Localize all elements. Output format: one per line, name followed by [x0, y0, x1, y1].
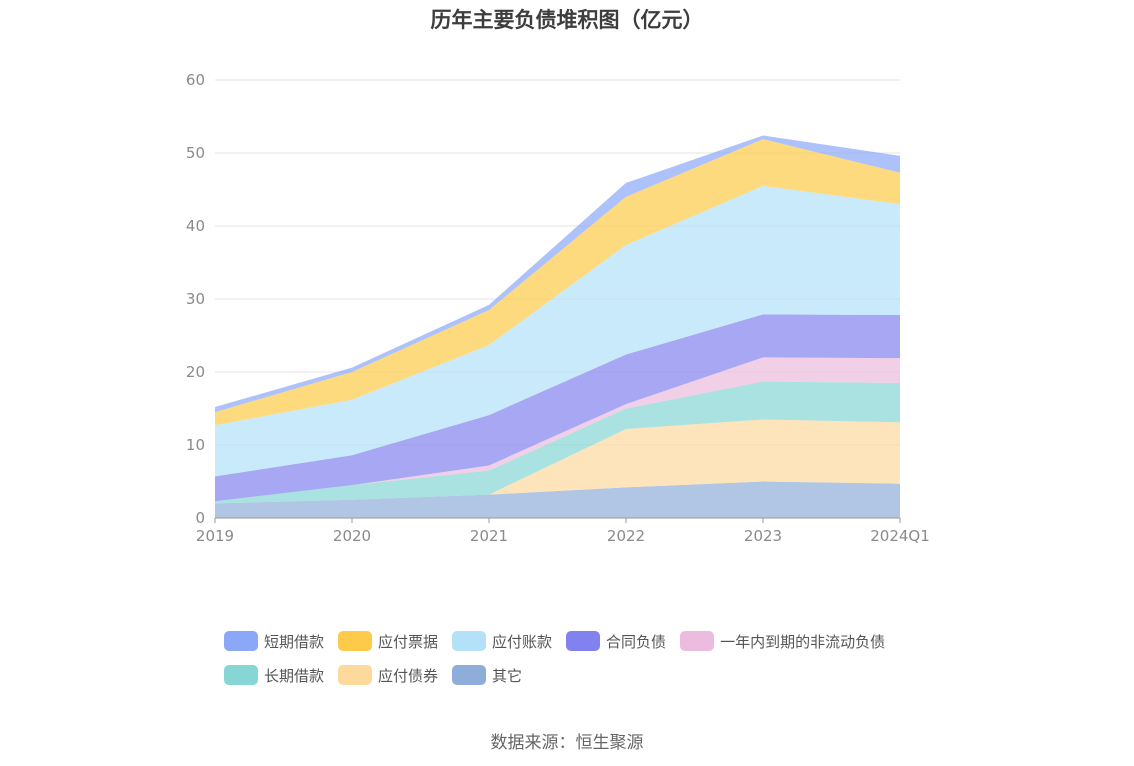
x-tick-label: 2022 — [607, 527, 645, 545]
legend-swatch — [338, 665, 373, 685]
legend-label: 合同负债 — [606, 632, 667, 651]
area-layer — [215, 135, 900, 518]
legend-swatch — [224, 665, 258, 685]
legend-label: 应付票据 — [378, 632, 439, 651]
x-tick-label: 2020 — [333, 527, 371, 545]
legend-item[interactable]: 应付债券 — [338, 664, 438, 686]
legend-swatch — [452, 665, 487, 685]
legend-item[interactable]: 长期借款 — [224, 664, 324, 686]
area-series-6 — [215, 139, 900, 426]
legend-item[interactable]: 合同负债 — [566, 630, 666, 652]
area-series-3 — [215, 357, 900, 502]
y-tick-label: 40 — [186, 217, 205, 235]
area-series-4 — [215, 314, 900, 502]
legend-item[interactable]: 其它 — [452, 664, 522, 686]
x-tick-label: 2019 — [196, 527, 234, 545]
legend-item[interactable]: 一年内到期的非流动负债 — [680, 630, 885, 652]
y-tick-label: 10 — [186, 436, 205, 454]
y-tick-label: 20 — [186, 363, 205, 381]
area-series-2 — [215, 381, 900, 504]
stacked-area-chart: 0 10 20 30 40 50 60 2019 2020 2021 2022 2023 2024Q1 — [186, 71, 930, 545]
legend-swatch — [680, 631, 715, 651]
legend-item[interactable]: 应付票据 — [338, 630, 438, 652]
legend-label: 长期借款 — [264, 666, 325, 685]
legend-swatch — [338, 631, 373, 651]
y-tick-label: 60 — [186, 71, 205, 89]
legend-label: 应付债券 — [378, 666, 439, 685]
area-series-0 — [215, 481, 900, 518]
legend-swatch — [224, 631, 258, 651]
x-tick-label: 2024Q1 — [870, 527, 930, 545]
legend-swatch — [452, 631, 487, 651]
x-tick-label: 2021 — [470, 527, 508, 545]
legend-label: 一年内到期的非流动负债 — [720, 632, 886, 651]
legend-item[interactable]: 应付账款 — [452, 630, 552, 652]
y-tick-label: 0 — [195, 509, 205, 527]
legend: 短期借款 应付票据 应付账款 合同负债 一年内到期的非流动负债长期借款 应付债券 其它 — [224, 630, 944, 686]
y-tick-label: 50 — [186, 144, 205, 162]
area-series-5 — [215, 185, 900, 477]
legend-label: 短期借款 — [264, 632, 325, 651]
y-tick-label: 30 — [186, 290, 205, 308]
area-series-1 — [215, 419, 900, 504]
legend-label: 应付账款 — [492, 632, 553, 651]
legend-label: 其它 — [492, 666, 523, 685]
source-note: 数据来源：恒生聚源 — [490, 733, 644, 753]
chart-title: 历年主要负债堆积图（亿元） — [430, 8, 704, 32]
legend-item[interactable]: 短期借款 — [224, 630, 324, 652]
x-tick-label: 2023 — [744, 527, 782, 545]
axis-layer: 0 10 20 30 40 50 60 2019 2020 2021 2022 2023 2024Q1 — [186, 71, 930, 545]
legend-swatch — [566, 631, 601, 651]
